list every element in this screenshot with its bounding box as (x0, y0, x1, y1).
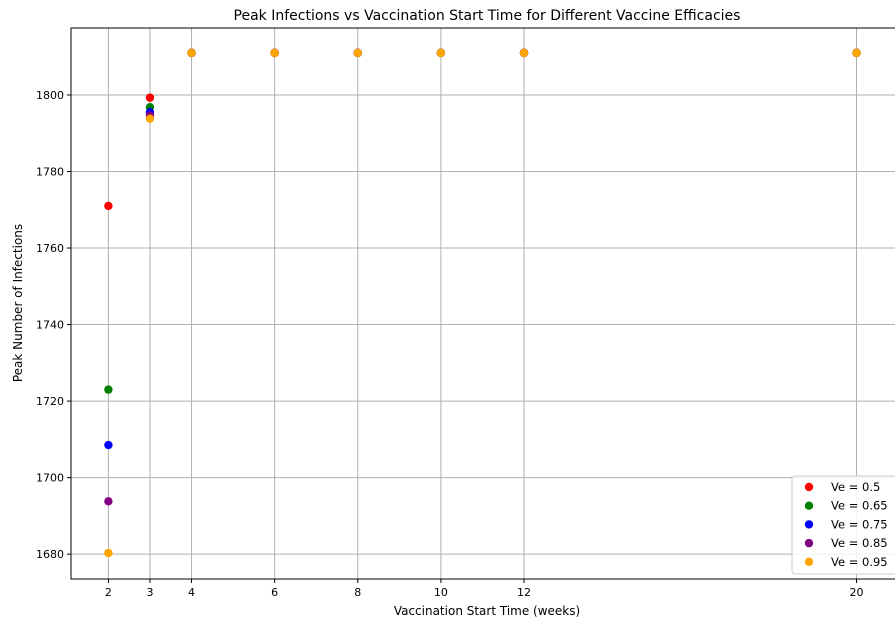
x-tick-label: 8 (354, 586, 361, 599)
data-points (104, 48, 861, 558)
scatter-point (104, 385, 113, 394)
legend-marker (804, 482, 814, 492)
y-tick-label: 1720 (36, 395, 64, 408)
legend-box (791, 475, 895, 575)
legend-label: Ve = 0.85 (831, 536, 888, 550)
scatter-point (270, 48, 279, 58)
y-tick-label: 1700 (36, 472, 64, 485)
legend-label: Ve = 0.5 (831, 480, 880, 494)
legend-marker (804, 501, 814, 510)
y-axis-label: Peak Number of Infections (11, 224, 25, 382)
y-tick-label: 1800 (36, 89, 64, 102)
scatter-point (104, 440, 113, 450)
scatter-point (852, 48, 861, 58)
legend-label: Ve = 0.95 (831, 555, 888, 569)
y-tick-label: 1740 (36, 319, 64, 332)
legend-marker (804, 557, 814, 566)
legend-label: Ve = 0.65 (831, 499, 888, 513)
y-tick-label: 1760 (36, 242, 64, 255)
scatter-point (104, 548, 113, 558)
y-tick-label: 1780 (36, 165, 64, 178)
scatter-point (145, 93, 155, 102)
scatter-point (519, 48, 529, 58)
x-axis-label: Vaccination Start Time (weeks) (394, 604, 580, 618)
y-tick-label: 1680 (36, 548, 64, 561)
grid (71, 28, 895, 579)
scatter-point (145, 114, 155, 123)
x-tick-label: 20 (850, 586, 864, 599)
x-tick-label: 4 (188, 586, 195, 599)
plot-frame (70, 27, 895, 580)
legend-marker (804, 538, 814, 548)
scatter-point (104, 201, 113, 211)
x-tick-label: 3 (146, 586, 153, 599)
legend: Ve = 0.5 Ve = 0.65 Ve = 0.75 Ve = 0.85 Ve = … (791, 475, 895, 575)
scatter-point (436, 48, 446, 58)
legend-label: Ve = 0.75 (831, 517, 888, 531)
x-tick-label: 2 (105, 586, 112, 599)
scatter-point (353, 48, 362, 58)
x-tick-label: 12 (517, 586, 531, 599)
x-tick-label: 6 (271, 586, 278, 599)
axis-ticks: 2 3 4 6 8 10 12 20 1680 1700 1720 1740 1760 1780 1800 (36, 89, 864, 599)
scatter-point (104, 497, 113, 506)
scatter-point (187, 48, 196, 58)
x-tick-label: 10 (434, 586, 448, 599)
chart-title: Peak Infections vs Vaccination Start Tim… (234, 8, 741, 24)
legend-marker (804, 520, 814, 529)
